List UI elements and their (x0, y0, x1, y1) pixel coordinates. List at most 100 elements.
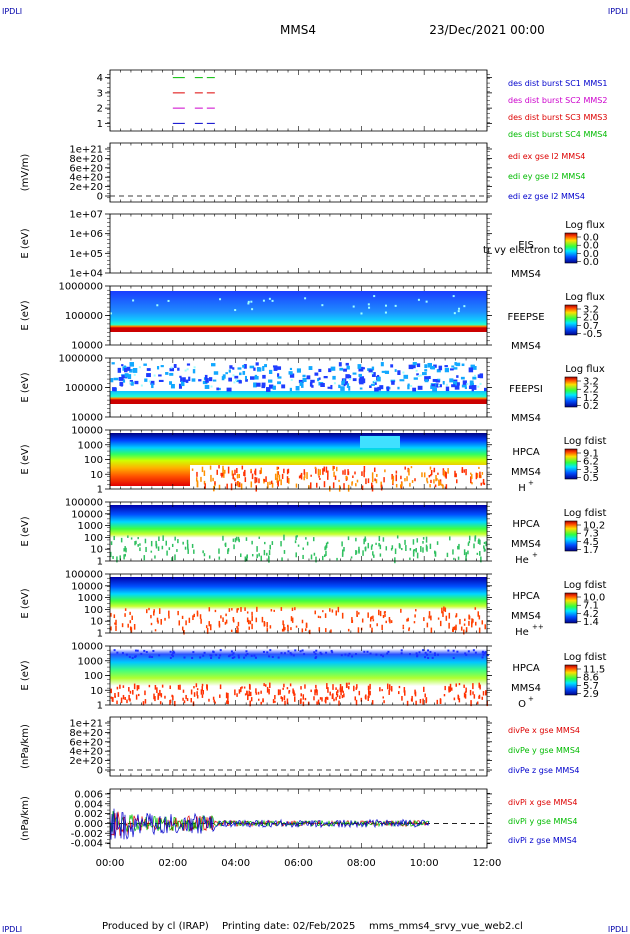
heatmap-speck (463, 623, 466, 626)
heatmap-speck (302, 374, 306, 378)
y-tick-label: 8e+20 (69, 728, 103, 739)
heatmap-speck (116, 700, 118, 705)
y-axis-label: E (eV) (20, 372, 31, 402)
heatmap-speck (277, 689, 280, 696)
heatmap-speck (403, 687, 406, 693)
heatmap-speck (480, 475, 482, 479)
heatmap-speck (271, 655, 274, 658)
heatmap-speck (286, 469, 289, 475)
heatmap-speck (484, 651, 487, 654)
heatmap-speck (238, 689, 241, 694)
heatmap-speck (271, 482, 274, 488)
heatmap-speck (359, 387, 363, 390)
heatmap-speck (348, 652, 351, 655)
heatmap-speck (344, 653, 347, 656)
heatmap-speck (423, 686, 425, 692)
heatmap-speck (486, 654, 489, 657)
heatmap-speck (283, 652, 286, 655)
heatmap-speck (452, 628, 454, 632)
heatmap-speck (125, 653, 128, 656)
heatmap-speck (429, 466, 432, 470)
heatmap-speck (274, 700, 276, 703)
heatmap-speck (474, 651, 477, 654)
heatmap-speck (342, 379, 346, 384)
heatmap-speck (283, 534, 285, 541)
heatmap-speck (146, 368, 151, 371)
heatmap-speck (483, 547, 486, 552)
heatmap-speck (302, 554, 304, 560)
heatmap-speck (354, 696, 357, 701)
heatmap-speck (214, 481, 216, 485)
heatmap-speck (459, 618, 461, 625)
heatmap-speck (367, 478, 370, 484)
heatmap-speck (289, 373, 295, 378)
heatmap-speck (327, 470, 329, 477)
heatmap-speck (281, 473, 284, 480)
heatmap-speck (312, 537, 315, 542)
heatmap-speck (399, 544, 401, 549)
legend-entry: divPe x gse MMS4 (508, 726, 580, 735)
heatmap-speck (422, 547, 424, 553)
heatmap-speck (462, 380, 467, 385)
heatmap-speck (199, 656, 202, 659)
heatmap-speck (315, 684, 317, 689)
heatmap-speck (167, 299, 170, 302)
heatmap-speck (401, 695, 403, 701)
y-tick-label: 0.006 (74, 789, 103, 800)
heatmap-speck (272, 385, 276, 390)
heatmap-speck (237, 654, 240, 657)
heatmap-speck (428, 615, 430, 619)
heatmap-speck (371, 700, 374, 705)
heatmap-speck (123, 548, 125, 552)
heatmap-speck (314, 656, 317, 659)
heatmap-speck (210, 385, 213, 388)
heatmap-speck (255, 362, 259, 366)
heatmap-speck (286, 698, 289, 705)
heatmap-speck (367, 685, 370, 691)
heatmap-speck (254, 656, 257, 659)
y-tick-label: 10000 (71, 341, 103, 352)
spacecraft-label: MMS4 (511, 341, 541, 352)
heatmap-speck (325, 550, 327, 556)
heatmap-speck (381, 370, 387, 373)
heatmap-speck (225, 692, 228, 699)
heatmap-speck (238, 380, 242, 384)
heatmap-speck (311, 385, 314, 388)
heatmap-speck (113, 614, 116, 619)
heatmap-speck (160, 619, 163, 624)
panel-eis: 1e+04 1e+05 1e+06 1e+07 E (eV) EIS MMS4 tr vy e… (20, 210, 605, 281)
heatmap-speck (330, 384, 333, 390)
heatmap-speck (367, 695, 369, 702)
heatmap-speck (266, 686, 269, 693)
heatmap-speck (384, 370, 390, 374)
heatmap-speck (268, 369, 273, 374)
heatmap-speck (218, 620, 221, 626)
heatmap-speck (254, 374, 258, 378)
heatmap-speck (295, 483, 298, 488)
heatmap-speck (128, 694, 130, 701)
heatmap-speck (475, 621, 477, 626)
heatmap-speck (389, 619, 391, 624)
heatmap-speck (140, 652, 143, 655)
heatmap-speck (453, 312, 456, 315)
colorbar-tick-label: 0.0 (583, 249, 599, 260)
heatmap-speck (430, 479, 432, 483)
colorbar-tick-label: 0.5 (583, 473, 599, 484)
heatmap-speck (371, 372, 376, 377)
heatmap-speck (425, 536, 428, 543)
heatmap-speck (251, 473, 254, 480)
heatmap-speck (457, 694, 459, 699)
heatmap-speck (400, 484, 402, 488)
heatmap-speck (442, 484, 444, 489)
heatmap-speck (250, 481, 253, 488)
heatmap-speck (203, 480, 206, 485)
heatmap-speck (228, 377, 233, 382)
heatmap-speck (388, 689, 390, 695)
heatmap-speck (407, 383, 410, 387)
heatmap-speck (302, 694, 305, 700)
heatmap-speck (478, 627, 481, 634)
heatmap-speck (335, 696, 337, 701)
heatmap-speck (269, 682, 271, 688)
heatmap-speck (337, 689, 339, 693)
heatmap-speck (191, 468, 194, 471)
